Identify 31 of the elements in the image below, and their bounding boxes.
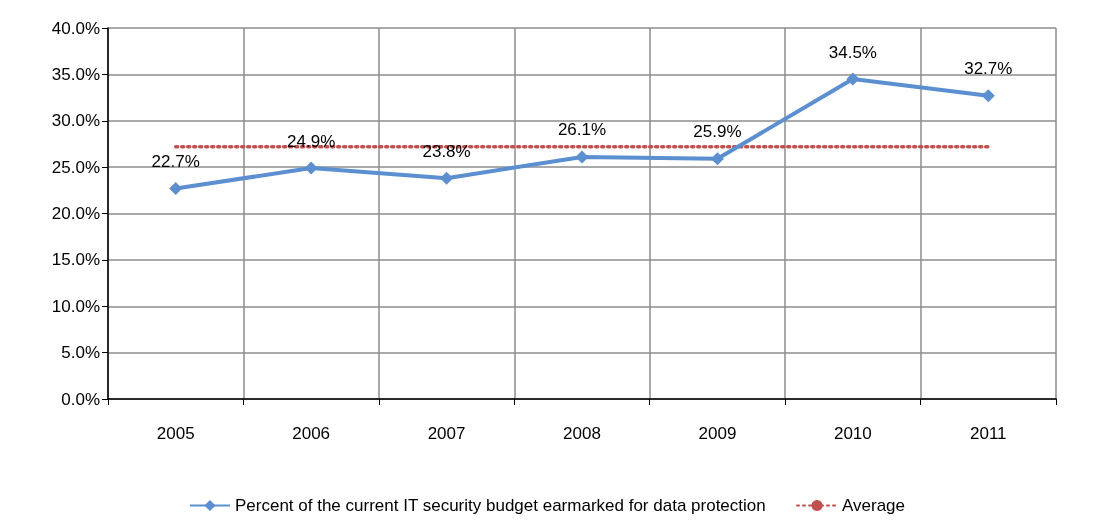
legend-label: Average (842, 496, 906, 515)
x-tick-label: 2011 (970, 424, 1007, 443)
y-tick-label: 10.0% (51, 296, 100, 316)
x-tick-label: 2007 (427, 424, 466, 443)
y-tick-label: 0.0% (61, 389, 100, 409)
point (169, 181, 183, 195)
y-tick-label: 35.0% (51, 64, 100, 84)
legend-label: Percent of the current IT security budget earmarked for data protection (234, 496, 766, 515)
data-label: 32.7% (964, 59, 1013, 79)
x-tick-label: 2010 (833, 424, 872, 443)
y-tick-label: 40.0% (51, 18, 100, 38)
point (575, 150, 589, 164)
data-label: 26.1% (557, 120, 607, 140)
y-tick-label: 25.0% (51, 157, 100, 177)
point (981, 89, 995, 103)
x-tick-label: 2006 (292, 424, 331, 443)
y-tick-label: 15.0% (51, 250, 100, 270)
point (846, 72, 860, 86)
point (304, 161, 318, 175)
x-tick-label: 2008 (563, 424, 601, 443)
y-tick-label: 5.0% (61, 343, 100, 363)
point (440, 171, 454, 185)
data-label: 25.9% (693, 122, 742, 142)
x-tick-label: 2009 (698, 424, 737, 443)
y-tick-label: 30.0% (51, 111, 100, 131)
x-tick-label: 2005 (156, 424, 195, 443)
point (710, 152, 724, 166)
y-tick-label: 20.0% (51, 204, 100, 223)
data-label: 22.7% (151, 151, 200, 171)
data-label: 34.5% (828, 42, 877, 62)
data-label: 24.9% (287, 131, 336, 151)
